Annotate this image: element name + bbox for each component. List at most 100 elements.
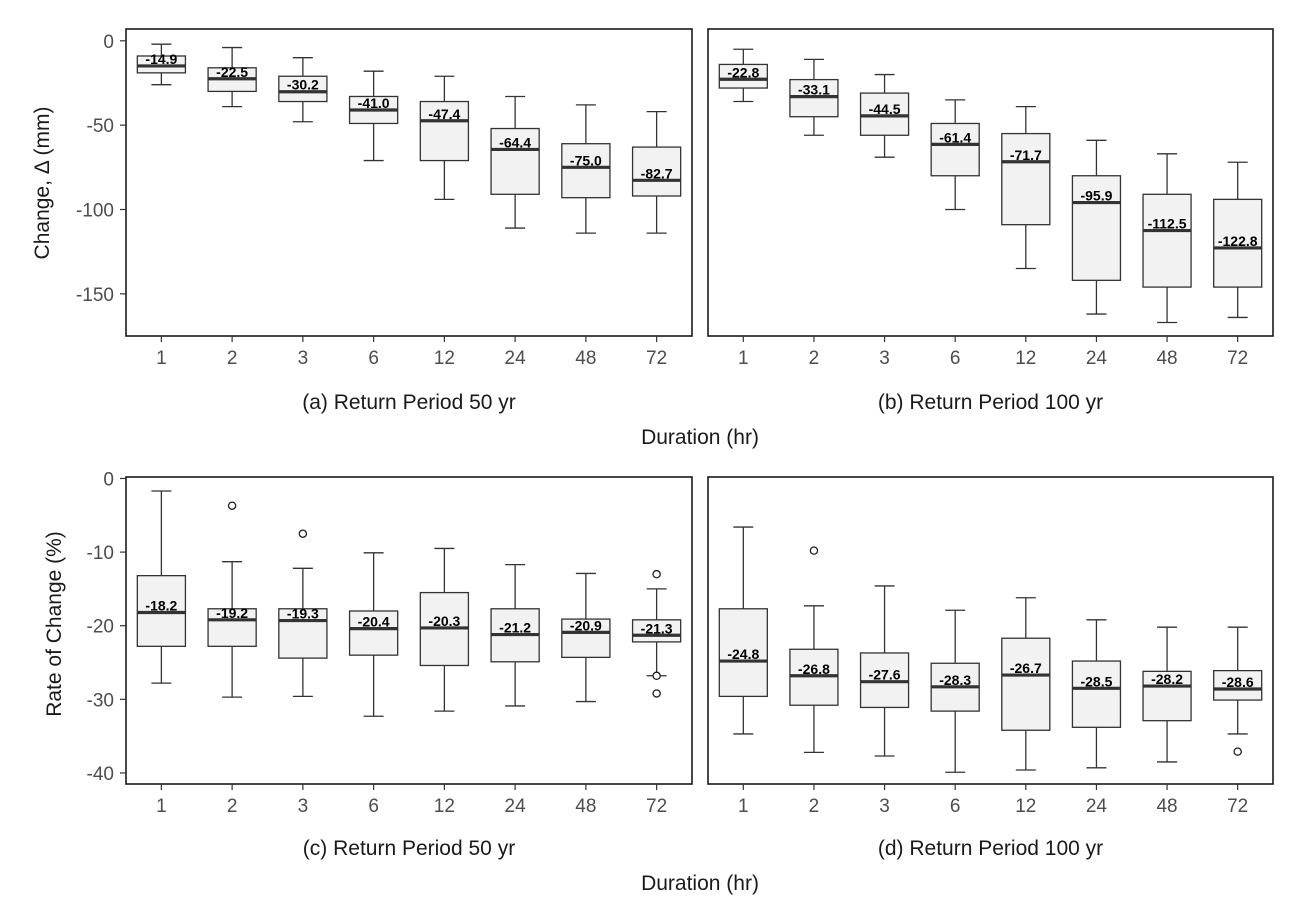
median-label: -22.8 [727, 64, 759, 80]
x-tick-label: 72 [646, 348, 667, 369]
iqr-box [631, 146, 682, 197]
box-72: -21.3 [631, 569, 682, 698]
panel-title: (c) Return Period 50 yr [303, 837, 515, 860]
outlier-point [1233, 747, 1242, 756]
iqr-box [490, 127, 540, 195]
iqr-box [348, 610, 399, 656]
median-label: -112.5 [1148, 216, 1187, 232]
box-3: -19.3 [278, 529, 328, 698]
median-label: -20.3 [428, 613, 460, 629]
y-tick-label: 0 [103, 32, 114, 53]
box-2: -22.5 [207, 46, 257, 108]
median-label: -61.4 [939, 129, 971, 145]
x-tick-label: 6 [368, 348, 379, 369]
iqr-box [718, 63, 768, 89]
x-tick-label: 72 [1227, 348, 1248, 369]
iqr-box [718, 608, 768, 698]
box-6: -20.4 [348, 552, 399, 717]
y-tick-label: -20 [87, 617, 114, 638]
xlabel-top: Duration (hr) [641, 426, 759, 449]
outlier-point [809, 546, 819, 555]
panel-frame [125, 28, 693, 337]
x-tick-label: 6 [368, 796, 379, 817]
box-2: -19.2 [207, 501, 257, 698]
outlier-point [227, 501, 237, 510]
x-tick-label: 1 [738, 348, 749, 369]
iqr-box [561, 618, 611, 659]
median-label: -20.9 [570, 617, 602, 633]
x-tick-label: 72 [1227, 796, 1248, 817]
median-label: -27.6 [869, 667, 901, 683]
median-label: -28.2 [1151, 671, 1183, 687]
x-tick-label: 2 [227, 348, 238, 369]
median-label: -18.2 [145, 597, 177, 613]
median-label: -64.4 [499, 134, 531, 150]
panel-c: 0-10-20-30-401 2 3 6 12 24 48 72-18.2 -19.2 -19.3… [87, 469, 693, 860]
iqr-box [1001, 132, 1051, 226]
box-48: -75.0 [561, 104, 611, 234]
median-label: -122.8 [1218, 233, 1258, 249]
iqr-box [419, 100, 470, 162]
ylabel-bottom: Rate of Change (%) [43, 531, 66, 717]
x-tick-label: 12 [434, 796, 455, 817]
box-72: -28.6 [1213, 626, 1263, 756]
iqr-box [278, 608, 328, 659]
outlier-point [652, 569, 661, 579]
outlier-point [652, 689, 661, 698]
x-tick-label: 2 [227, 796, 238, 817]
x-tick-label: 24 [1086, 348, 1108, 369]
panel-d: 1 2 3 6 12 24 48 72-24.8-26.8 -27.6 -28.3-26.7-28… [707, 476, 1274, 860]
median-label: -20.4 [358, 614, 390, 630]
median-label: -26.7 [1010, 660, 1042, 676]
box-12: -47.4 [419, 75, 470, 201]
median-label: -41.0 [358, 95, 390, 111]
box-1: -24.8 [718, 526, 768, 735]
y-tick-label: -150 [76, 285, 114, 306]
x-tick-label: 12 [1015, 348, 1036, 369]
box-72: -122.8 [1213, 161, 1263, 319]
box-1: -14.9 [136, 43, 187, 86]
x-tick-label: 1 [156, 796, 167, 817]
box-3: -30.2 [278, 57, 328, 123]
y-tick-label: -100 [76, 200, 114, 221]
x-tick-label: 6 [950, 348, 961, 369]
x-tick-label: 2 [809, 348, 820, 369]
box-72: -82.7 [631, 111, 682, 234]
iqr-box [1071, 660, 1122, 728]
box-3: -44.5 [859, 73, 910, 158]
y-tick-label: -10 [87, 543, 114, 564]
iqr-box [1213, 669, 1263, 701]
x-tick-label: 24 [1086, 796, 1108, 817]
median-label: -21.2 [499, 620, 531, 636]
x-tick-label: 2 [809, 796, 820, 817]
median-label: -30.2 [287, 77, 319, 93]
median-label: -26.8 [798, 661, 830, 677]
median-label: -33.1 [798, 82, 830, 98]
box-6: -41.0 [348, 70, 399, 162]
median-label: -47.4 [428, 106, 460, 122]
panel-frame [707, 28, 1274, 337]
panel-title: (a) Return Period 50 yr [302, 391, 516, 414]
median-label: -19.2 [216, 605, 248, 621]
y-tick-label: 0 [103, 469, 114, 490]
x-tick-label: 6 [950, 796, 961, 817]
iqr-box [1071, 175, 1122, 281]
panel-title: (b) Return Period 100 yr [878, 391, 1103, 414]
x-tick-label: 3 [879, 796, 890, 817]
median-label: -19.3 [287, 606, 319, 622]
box-24: -28.5 [1071, 619, 1122, 769]
iqr-box [561, 143, 611, 199]
y-tick-label: -30 [87, 690, 114, 711]
x-tick-label: 3 [879, 348, 890, 369]
median-label: -75.0 [570, 152, 602, 168]
outlier-point [298, 529, 308, 538]
x-tick-label: 24 [505, 796, 527, 817]
median-label: -14.9 [145, 51, 177, 67]
ylabel-top: Change, Δ (mm) [31, 107, 54, 260]
y-tick-label: -40 [87, 764, 114, 785]
box-12: -20.3 [419, 547, 470, 712]
x-tick-label: 12 [1015, 796, 1036, 817]
iqr-box [1142, 193, 1192, 288]
